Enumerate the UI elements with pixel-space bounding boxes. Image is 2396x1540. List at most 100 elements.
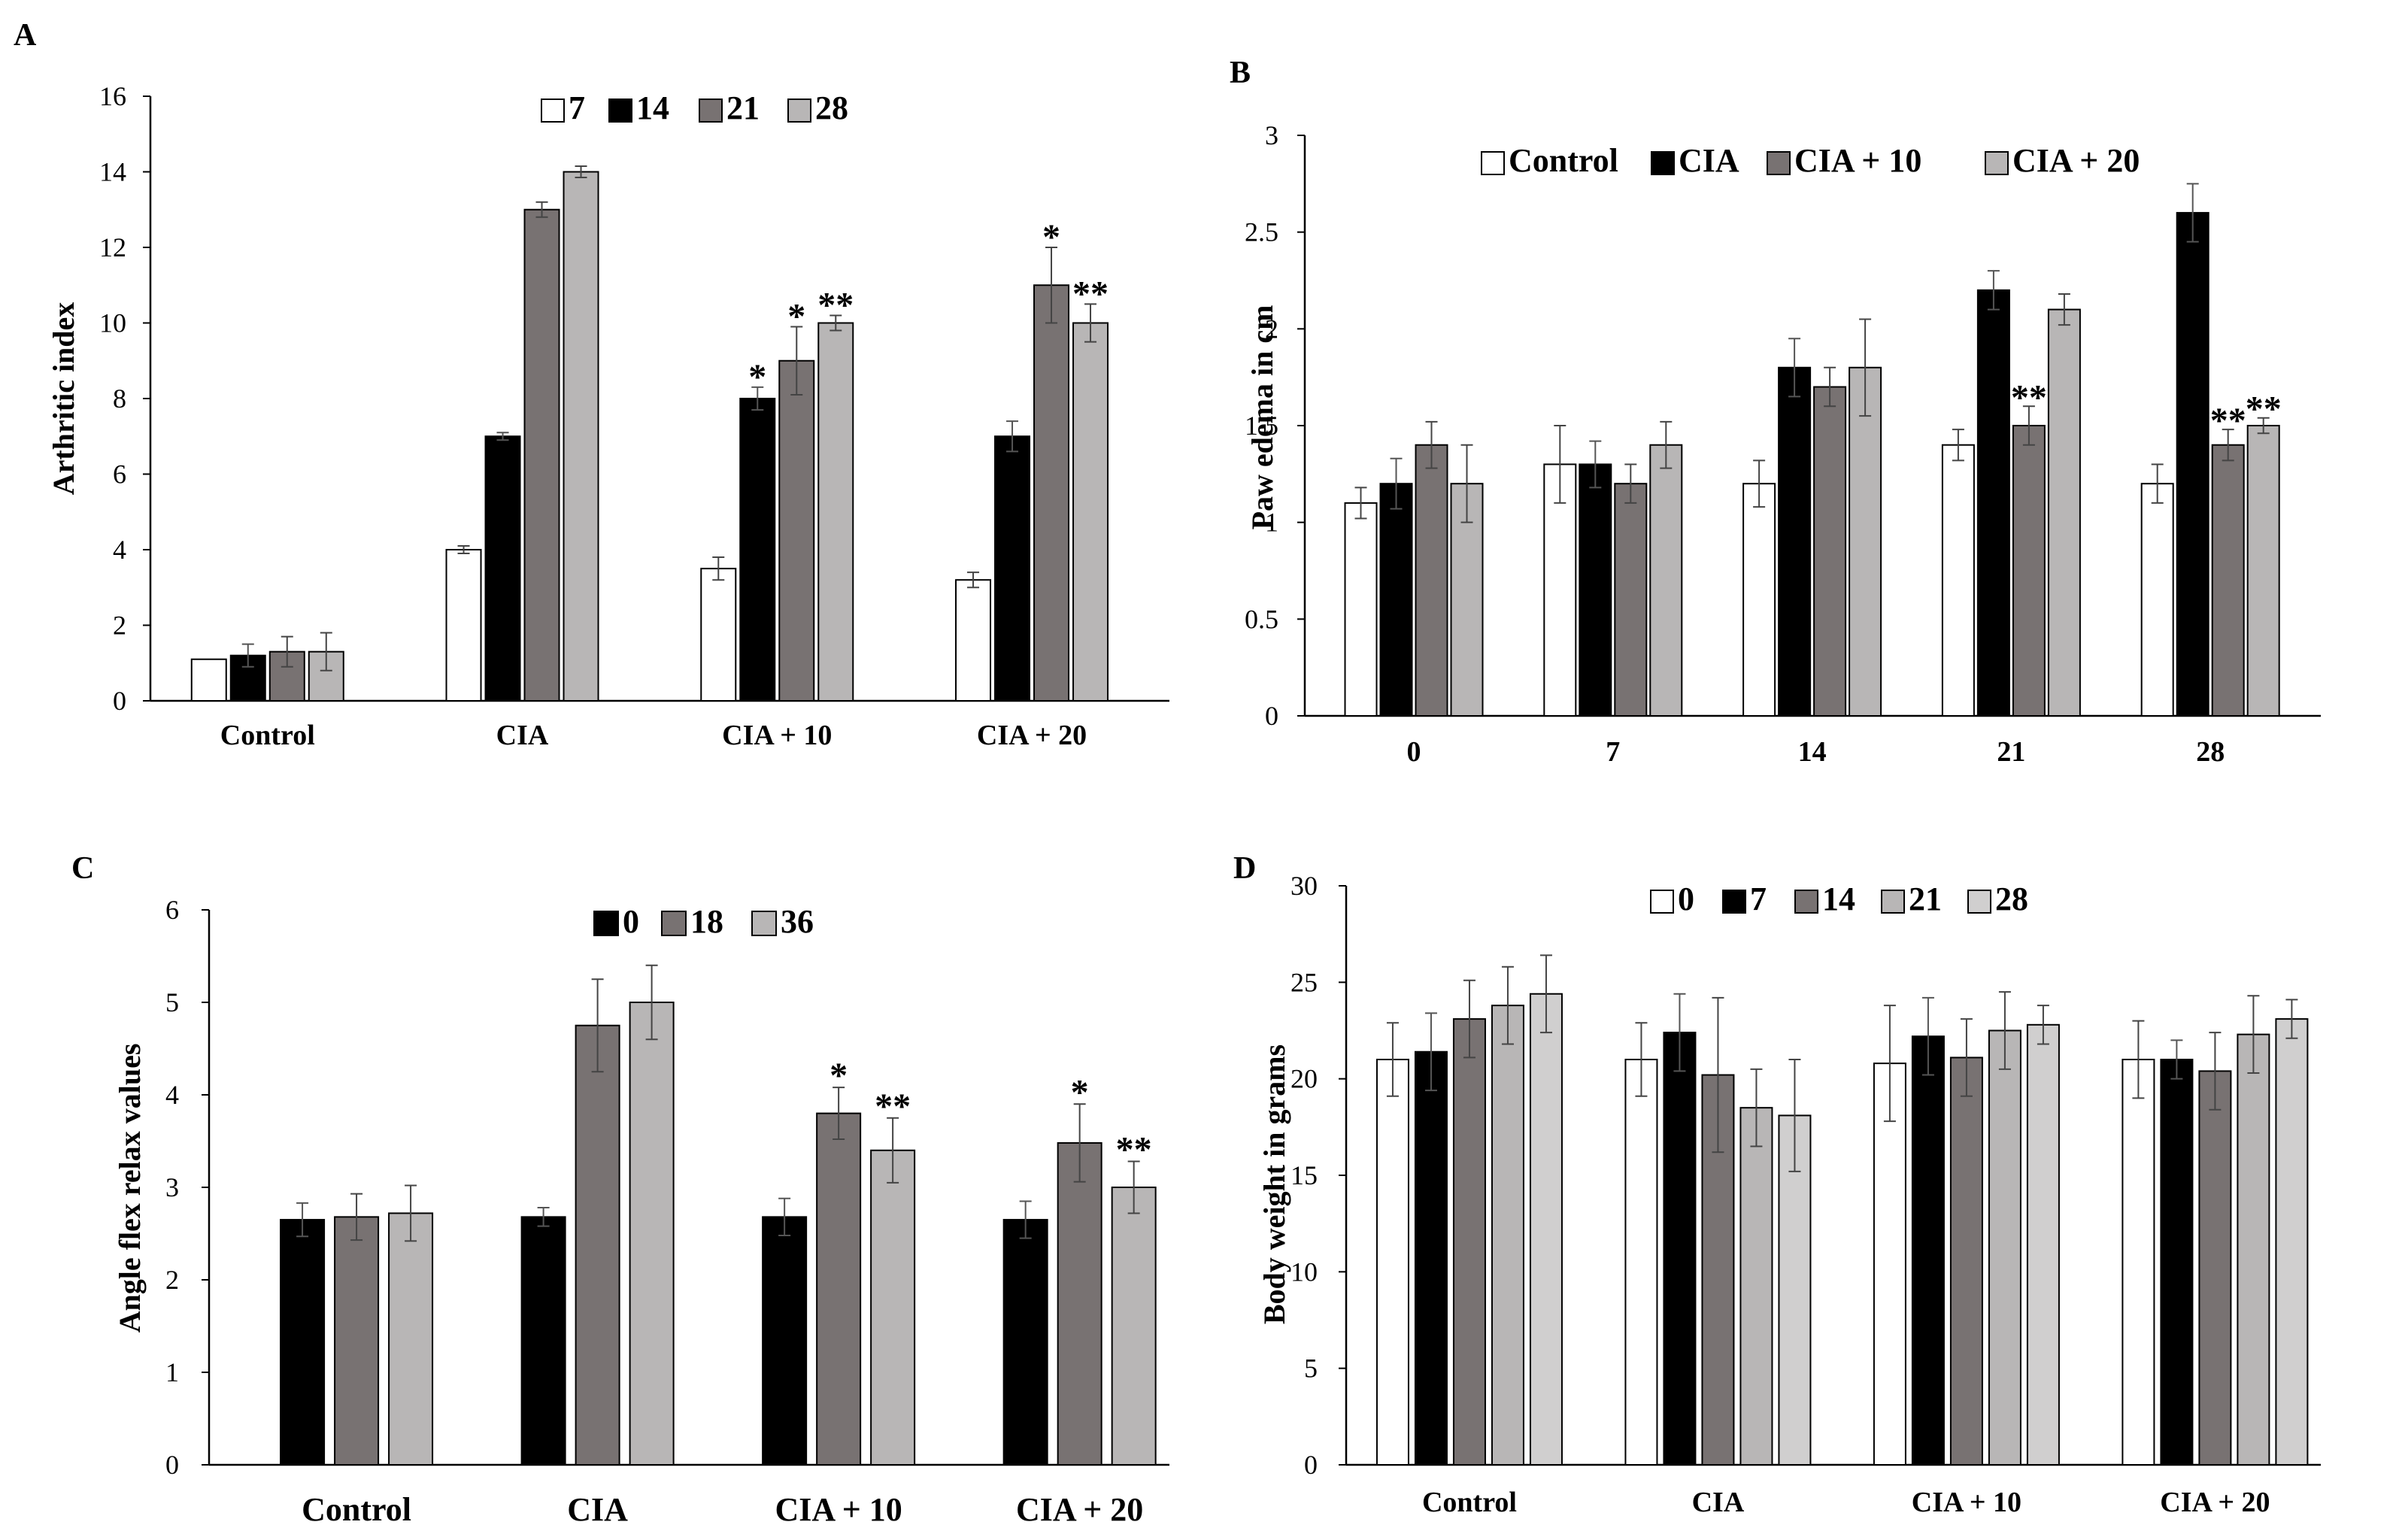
panel-b-bar [1614, 483, 1648, 717]
panel-d-bar [1375, 1059, 1409, 1466]
panel-c-category-label: CIA + 20 [1016, 1491, 1143, 1528]
panel-c-legend-label: 18 [690, 903, 723, 940]
panel-b-bar [1415, 444, 1448, 717]
panel-b-legend-swatch [1985, 151, 2009, 175]
panel-a-significance-marker: ** [1072, 274, 1109, 314]
panel-b-bar [2246, 425, 2280, 717]
panel-b-significance-marker: ** [2246, 390, 2282, 429]
panel-a-significance-marker: * [748, 357, 766, 397]
panel-a-y-tick-label: 0 [113, 686, 126, 716]
panel-d-bar [2122, 1059, 2155, 1466]
panel-a-bar [955, 579, 992, 702]
panel-d-legend-label: 21 [1909, 881, 1942, 917]
panel-d-bar [2160, 1059, 2194, 1466]
panel-d-y-tick-label: 5 [1304, 1354, 1318, 1384]
panel-d-y-tick-label: 20 [1291, 1064, 1318, 1094]
panel-c-y-tick-label: 0 [165, 1450, 179, 1480]
panel-d-bar [1529, 993, 1563, 1466]
panel-b-y-axis-label: Paw edema in cm [1245, 305, 1279, 530]
panel-c-significance-marker: ** [875, 1087, 911, 1126]
panel-c-legend-swatch [593, 911, 619, 936]
panel-d-y-tick-label: 30 [1291, 871, 1318, 901]
panel-c: C Angle flex relax values 0 1 2 3 4 5 6 Control… [71, 851, 1169, 1528]
panel-b-category-label: 21 [1997, 736, 2025, 768]
panel-b-category-label: 0 [1407, 736, 1421, 768]
panel-b-bar [1649, 444, 1683, 717]
panel-c-y-tick-label: 2 [165, 1265, 179, 1295]
panel-b-label: B [1230, 56, 1251, 90]
panel-a-legend-swatch [608, 99, 632, 123]
panel-a-category-label: CIA + 20 [977, 720, 1087, 751]
panel-c-legend-label: 0 [623, 903, 639, 940]
panel-d-category-label: CIA [1692, 1487, 1745, 1518]
panel-a-bar [484, 435, 521, 702]
panel-b-bar [1813, 386, 1847, 717]
panel-c-bar [280, 1219, 326, 1466]
panel-c-bar [629, 1002, 675, 1466]
panel-c-legend-swatch [751, 911, 777, 936]
panel-c-bar [1002, 1219, 1048, 1466]
panel-b-y-tick-label: 1.5 [1245, 411, 1278, 441]
panel-b-y-tick-label: 3 [1265, 120, 1278, 150]
panel-d-y-tick-label: 15 [1291, 1160, 1318, 1190]
panel-d-legend-swatch [1967, 890, 1991, 914]
panel-d-bar [1663, 1032, 1697, 1466]
panel-b-legend-label: CIA [1679, 142, 1739, 179]
panel-c-label: C [71, 851, 94, 886]
panel-d-bar [1452, 1018, 1486, 1466]
panel-a-y-axis-label: Arthritic index [47, 302, 80, 496]
panel-c-bar [388, 1212, 434, 1466]
panel-d-legend-swatch [1722, 890, 1746, 914]
panel-b-bar [2176, 211, 2209, 717]
panel-b-bar [2140, 483, 2174, 717]
panel-a-y-tick-label: 8 [113, 383, 126, 414]
panel-b-bar [1976, 289, 2010, 717]
panel-a-y-tick-label: 12 [99, 232, 126, 262]
panel-d-plot: 0 5 10 15 20 25 30 Control CIA CIA + 10 CIA + 20 0 7… [1291, 871, 2321, 1518]
panel-a-y-tick-label: 10 [99, 308, 126, 338]
panel-d-bar [1624, 1059, 1658, 1466]
panel-b-bar [1579, 463, 1612, 717]
panel-c-bar [334, 1216, 380, 1466]
panel-b-plot: 00.511.522.530 7 14 21 28**** **Control CIA CIA… [1245, 120, 2321, 768]
panel-c-bar [816, 1112, 862, 1466]
panel-d-bar [1739, 1107, 1773, 1466]
panel-d-legend-swatch [1650, 890, 1674, 914]
panel-b-legend-label: Control [1509, 142, 1618, 179]
panel-d-bar [2026, 1023, 2060, 1466]
panel-a-significance-marker: ** [817, 285, 854, 325]
panel-c-y-tick-label: 4 [165, 1080, 179, 1110]
panel-b-bar [1941, 444, 1975, 717]
panel-d-legend-swatch [1794, 890, 1818, 914]
panel-b-bar [2211, 444, 2245, 717]
panel-a-plot: 0 2 4 6 8 10 12 14 16 Control CIA CIA + 10 CIA + 20 *… [99, 81, 1169, 751]
panel-d-bar [1988, 1029, 2021, 1466]
panel-a-category-label: Control [220, 720, 315, 751]
panel-d-legend-label: 14 [1822, 881, 1855, 917]
panel-a-category-label: CIA [496, 720, 549, 751]
panel-a-legend-label: 14 [636, 89, 669, 126]
panel-b-legend-swatch [1767, 151, 1791, 175]
panel-a-bar [563, 171, 599, 702]
panel-a-y-tick-label: 2 [113, 611, 126, 641]
panel-d-y-tick-label: 10 [1291, 1257, 1318, 1287]
panel-c-significance-marker: * [830, 1056, 848, 1096]
panel-a-y-tick-label: 14 [99, 157, 126, 187]
panel-b-y-tick-label: 0.5 [1245, 604, 1278, 634]
panel-c-category-label: Control [302, 1491, 411, 1528]
panel-a-legend-swatch [787, 99, 811, 123]
panel-a-y-tick-label: 16 [99, 81, 126, 111]
panel-d-legend-label: 7 [1750, 881, 1767, 917]
panel-c-y-tick-label: 6 [165, 895, 179, 925]
panel-b-legend-swatch [1651, 151, 1675, 175]
panel-b: B Paw edema in cm 0 0.5 1 1.5 2 2.5 3 0 7 14 21 28 *… [1230, 56, 2321, 768]
panel-a-category-label: CIA + 10 [722, 720, 832, 751]
panel-d-y-axis-label: Body weight in grams [1257, 1044, 1291, 1324]
panel-d-category-label: Control [1422, 1487, 1517, 1518]
panel-b-y-tick-label: 2 [1265, 314, 1278, 344]
panel-d-bar [1414, 1050, 1448, 1466]
panel-b-bar [1344, 502, 1378, 717]
panel-d-bar [2198, 1070, 2232, 1466]
panel-a-bar [700, 568, 737, 702]
